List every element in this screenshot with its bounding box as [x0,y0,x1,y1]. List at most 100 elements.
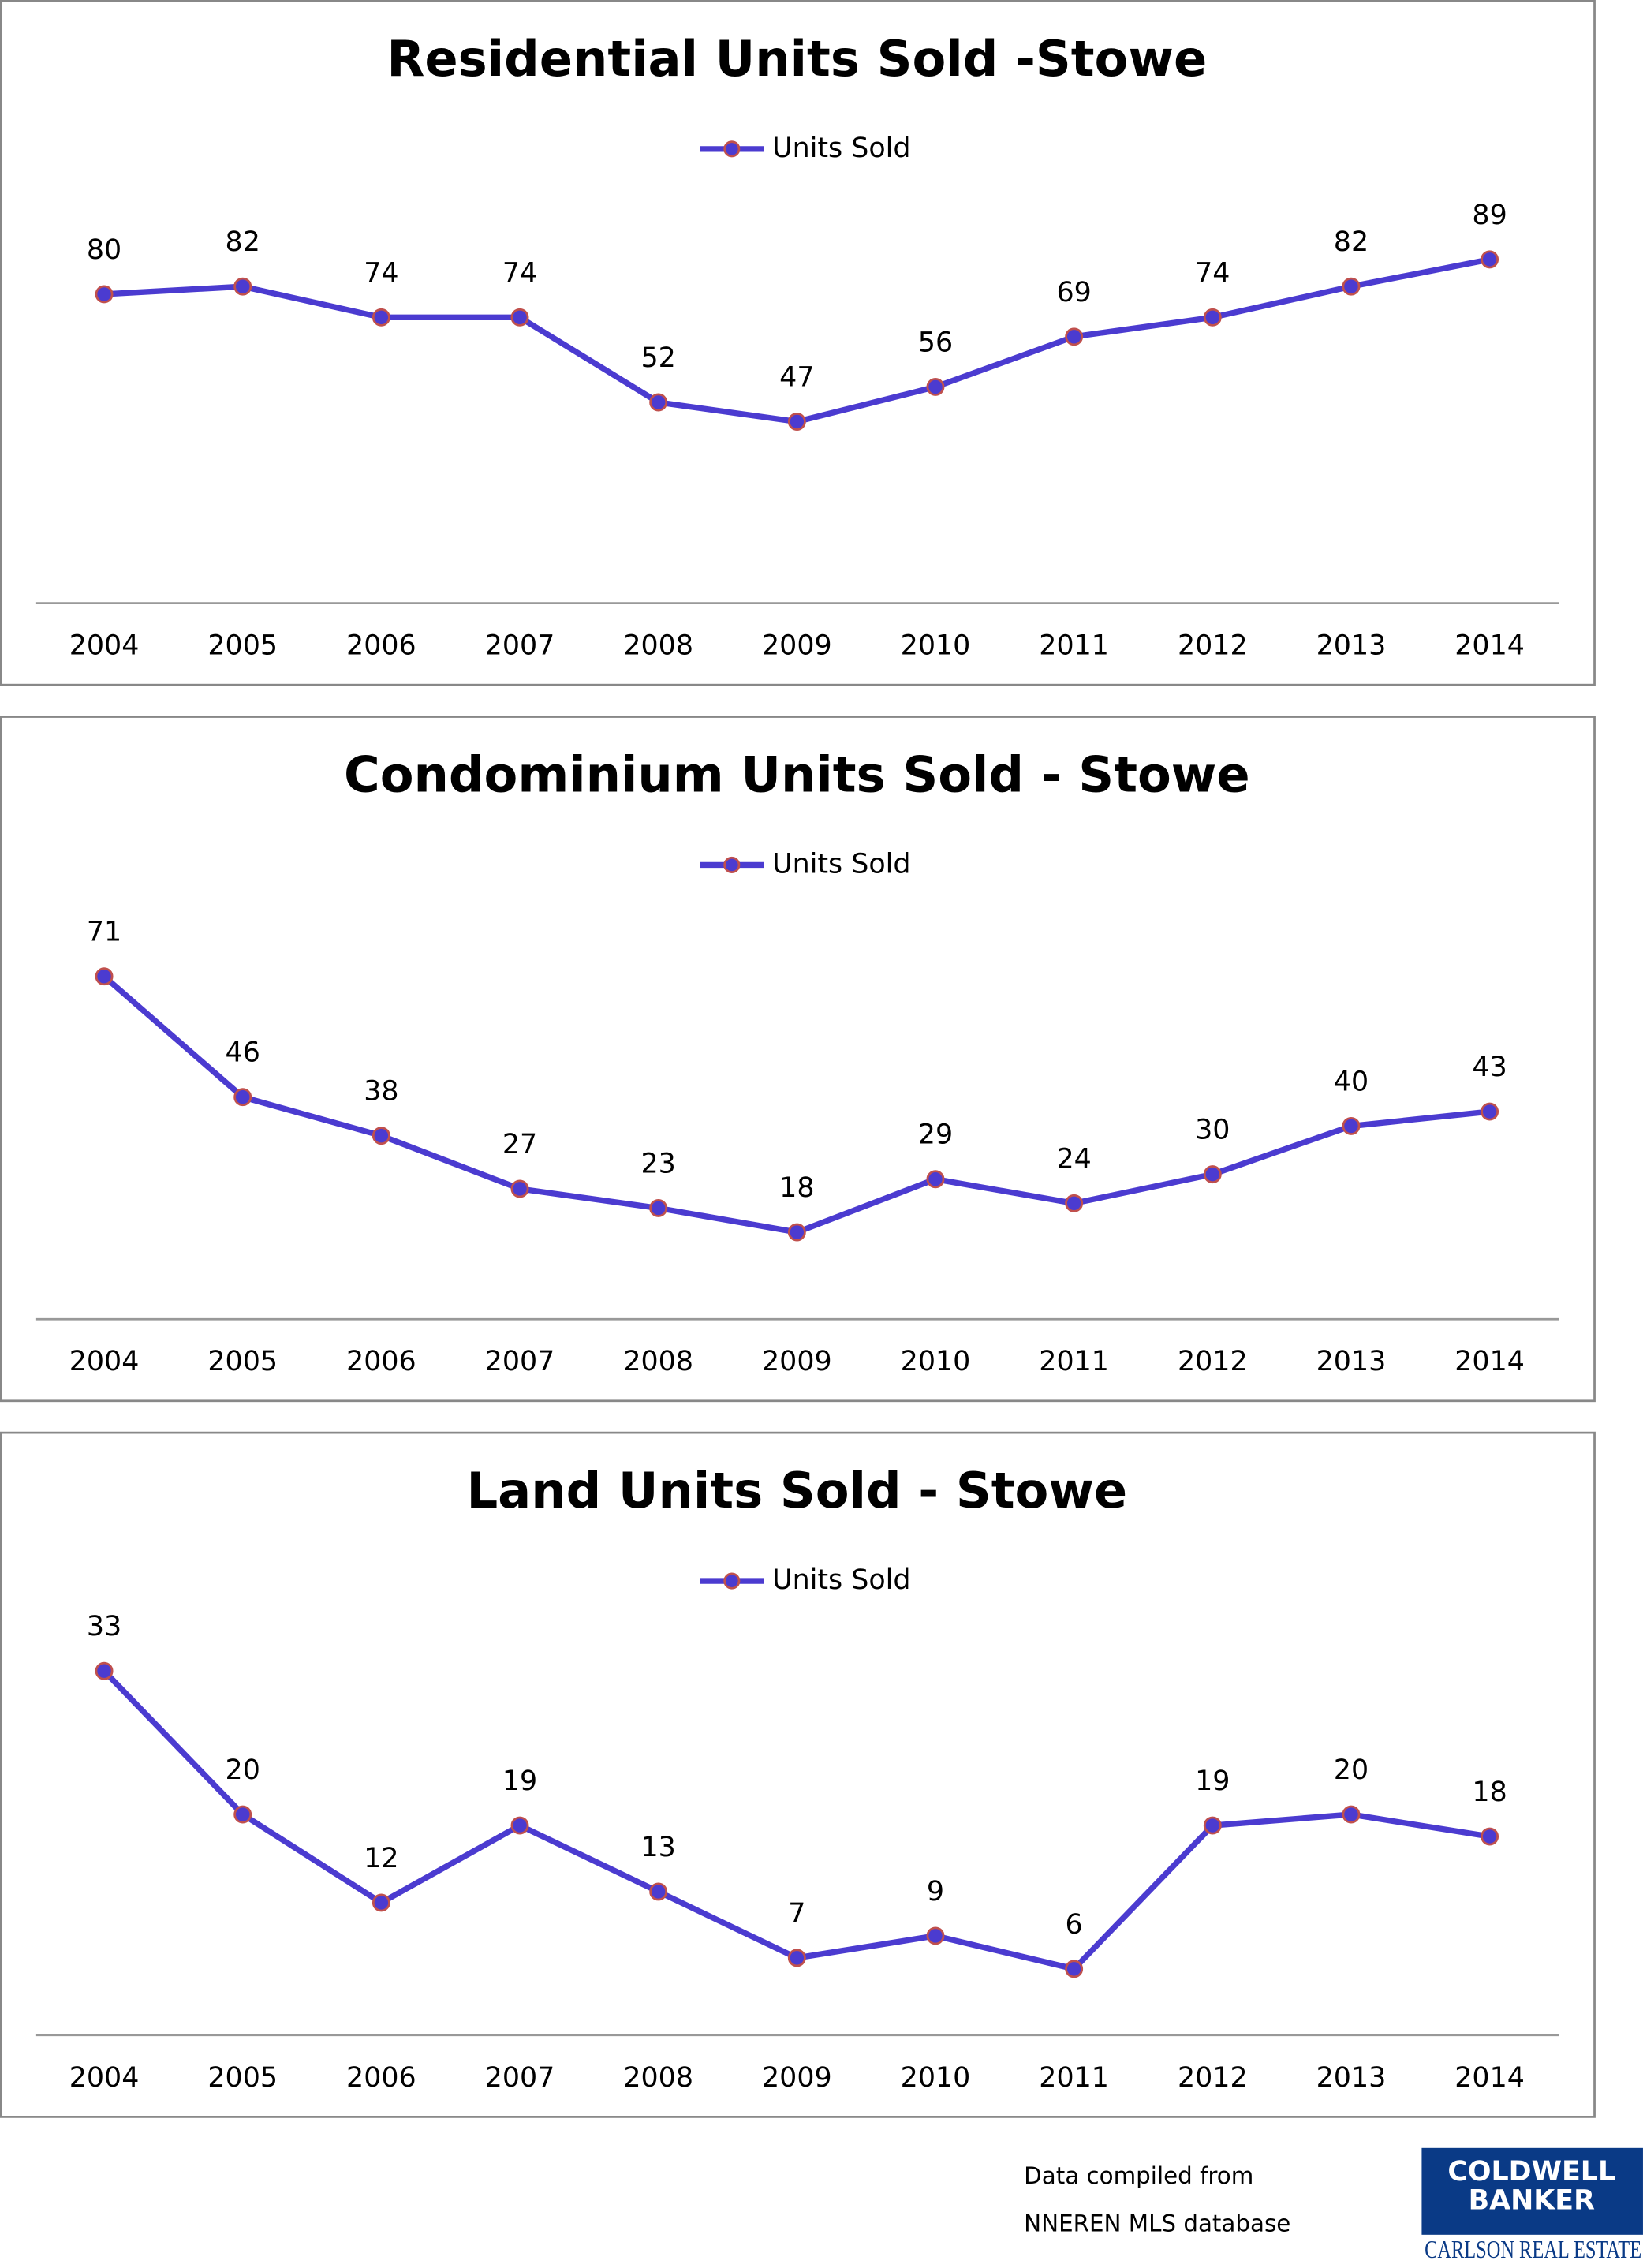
data-label: 23 [641,1148,676,1179]
chart-frame [0,1431,1596,2118]
point-marker [1481,250,1499,269]
point-marker [1203,1816,1222,1835]
point-marker [1342,1116,1361,1135]
x-tick-label: 2009 [762,1346,832,1377]
point-marker [1342,277,1361,296]
point-marker [95,1661,114,1680]
point-marker [95,967,114,986]
point-marker [233,1088,252,1107]
point-marker [510,1179,529,1198]
data-label: 18 [779,1172,814,1204]
data-label: 20 [1334,1754,1369,1786]
data-label: 74 [364,257,398,289]
logo-text: BANKER [1469,2185,1595,2217]
x-tick-label: 2007 [485,1346,555,1377]
point-marker [926,1170,945,1189]
logo-sub: CARLSON REAL ESTATE [1425,2236,1641,2263]
point-marker [787,1949,806,1967]
data-label: 56 [918,327,953,358]
data-label: 30 [1195,1115,1230,1146]
data-label: 18 [1472,1777,1507,1808]
x-tick-label: 2007 [485,2062,555,2094]
legend-label: Units Sold [772,133,910,164]
x-tick-label: 2005 [207,630,278,662]
point-marker [510,1816,529,1835]
x-tick-label: 2010 [901,1346,971,1377]
point-marker [1203,1165,1222,1184]
point-marker [649,1198,668,1217]
point-marker [233,277,252,296]
data-label: 47 [779,361,814,393]
point-marker [926,377,945,396]
x-tick-label: 2006 [346,630,416,662]
point-marker [1481,1102,1499,1121]
data-label: 74 [1195,257,1230,289]
point-marker [787,413,806,431]
point-marker [372,1127,390,1145]
point-marker [649,393,668,412]
data-label: 27 [502,1129,537,1160]
x-tick-label: 2011 [1039,1346,1109,1377]
point-marker [95,285,114,304]
point-marker [1342,1805,1361,1824]
x-tick-label: 2012 [1178,630,1248,662]
data-label: 46 [226,1037,260,1069]
point-marker [1481,1827,1499,1846]
point-marker [1065,1960,1084,1978]
data-label: 82 [1334,226,1369,258]
x-tick-label: 2004 [69,2062,140,2094]
chart-title: Residential Units Sold -Stowe [386,30,1207,88]
data-label: 40 [1334,1066,1369,1097]
data-label: 80 [87,234,121,266]
x-tick-label: 2013 [1316,2062,1387,2094]
legend-marker [723,140,741,158]
point-marker [926,1926,945,1945]
logo-box [1421,2147,1643,2235]
data-label: 71 [87,917,121,948]
legend-label: Units Sold [772,1564,910,1596]
data-label: 9 [927,1876,944,1907]
x-tick-label: 2014 [1454,1346,1525,1377]
x-tick-label: 2011 [1039,2062,1109,2094]
series-line [103,256,1491,425]
x-tick-label: 2012 [1178,1346,1248,1377]
x-tick-label: 2014 [1454,630,1525,662]
x-tick-label: 2013 [1316,630,1387,662]
footer-note: NNEREN MLS database [1024,2210,1290,2236]
data-label: 19 [1195,1765,1230,1797]
chart-frame [0,716,1596,1403]
logo-text: COLDWELL [1447,2156,1615,2188]
x-tick-label: 2005 [207,2062,278,2094]
data-label: 43 [1472,1052,1507,1083]
point-marker [233,1805,252,1824]
x-tick-label: 2008 [623,1346,693,1377]
point-marker [510,308,529,327]
x-tick-label: 2008 [623,630,693,662]
data-label: 29 [918,1119,953,1151]
point-marker [1065,327,1084,346]
x-tick-label: 2008 [623,2062,693,2094]
data-label: 82 [226,226,260,258]
x-tick-label: 2009 [762,2062,832,2094]
data-label: 19 [502,1765,537,1797]
legend-marker [723,1572,741,1590]
data-label: 6 [1066,1909,1083,1941]
data-label: 13 [641,1832,676,1863]
x-tick-label: 2012 [1178,2062,1248,2094]
data-label: 7 [788,1898,805,1930]
chart-frame [0,0,1596,686]
legend-label: Units Sold [772,848,910,880]
x-tick-label: 2011 [1039,630,1109,662]
point-marker [787,1223,806,1242]
data-label: 89 [1472,200,1507,231]
data-label: 20 [226,1754,260,1786]
x-tick-label: 2004 [69,1346,140,1377]
x-tick-label: 2014 [1454,2062,1525,2094]
x-tick-label: 2009 [762,630,832,662]
x-tick-label: 2006 [346,1346,416,1377]
point-marker [649,1882,668,1901]
x-tick-label: 2005 [207,1346,278,1377]
data-label: 12 [364,1843,398,1874]
x-tick-label: 2006 [346,2062,416,2094]
